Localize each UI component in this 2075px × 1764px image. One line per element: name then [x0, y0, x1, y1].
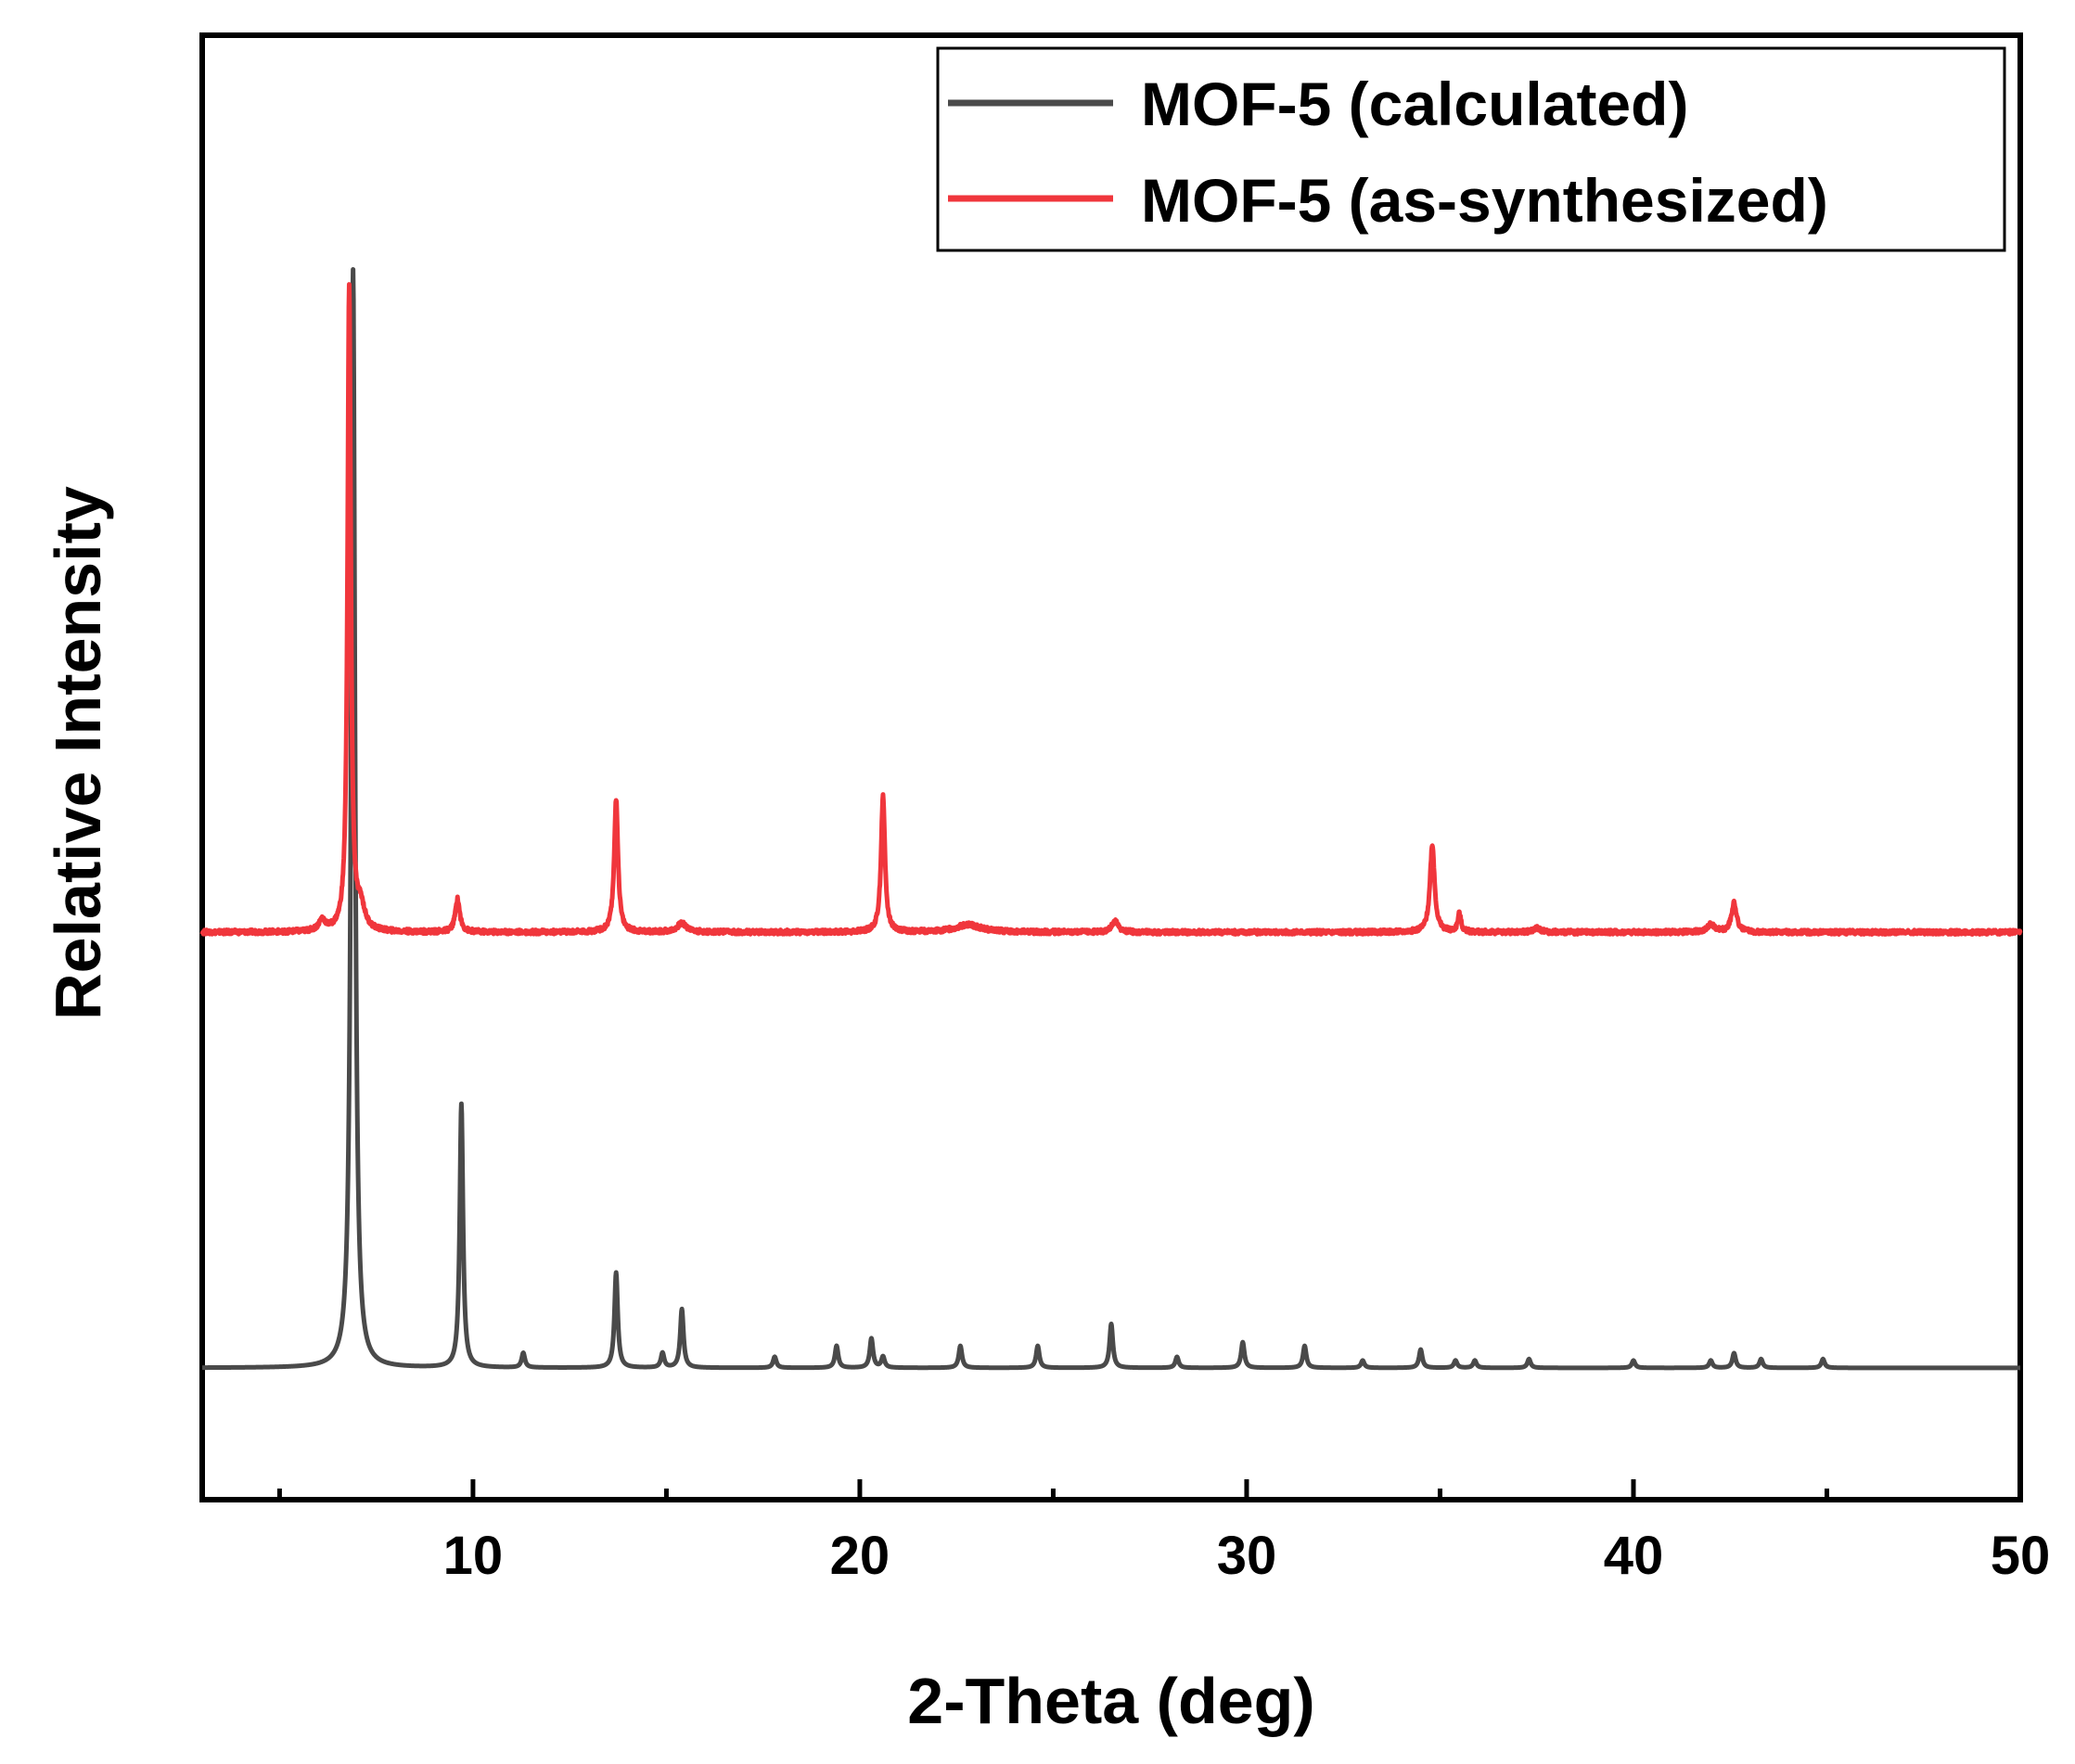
series-line-as-synthesized: [199, 282, 2023, 937]
legend: MOF-5 (calculated) MOF-5 (as-synthesized…: [936, 46, 2006, 252]
x-tick-label: 40: [1604, 1526, 1664, 1586]
legend-label-as-synthesized: MOF-5 (as-synthesized): [1141, 166, 1828, 235]
series-layer: [199, 267, 2023, 1371]
legend-box: [936, 46, 2006, 252]
legend-label-calculated: MOF-5 (calculated): [1141, 70, 1688, 138]
x-tick-label: 30: [1217, 1526, 1277, 1586]
x-axis-title: 2-Theta (deg): [907, 1665, 1314, 1737]
x-tick-label: 20: [830, 1526, 890, 1586]
plot-frame: [199, 32, 2023, 1502]
series-line-calculated: [199, 267, 2023, 1371]
x-tick-label: 10: [443, 1526, 504, 1586]
x-axis-ticks: 10 20 30 40 50: [276, 1479, 2051, 1586]
x-tick-label: 50: [1991, 1526, 2051, 1586]
y-axis-title: Relative Intensity: [42, 486, 114, 1020]
